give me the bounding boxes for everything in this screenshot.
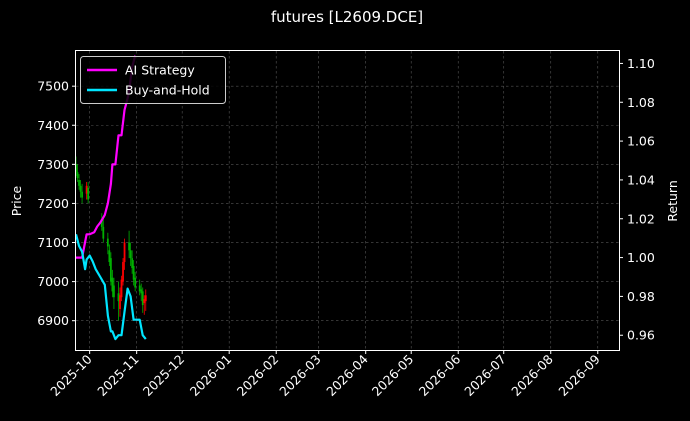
candle-body bbox=[129, 250, 132, 259]
x-tick-label: 2026-06 bbox=[416, 351, 464, 399]
y2-tick-label: 1.06 bbox=[627, 134, 655, 149]
x-tick-label: 2026-02 bbox=[234, 352, 282, 400]
candle-body bbox=[138, 285, 141, 292]
candle-body bbox=[100, 219, 103, 227]
y-tick-label: 6900 bbox=[37, 313, 69, 328]
candle-body bbox=[85, 185, 88, 194]
candle-body bbox=[122, 262, 124, 282]
x-tick-label: 2025-11 bbox=[94, 352, 142, 400]
legend: AI Strategy Buy-and-Hold bbox=[80, 56, 226, 104]
y-tick-label: 7100 bbox=[37, 235, 69, 250]
candle-body bbox=[117, 293, 120, 302]
candle-body bbox=[78, 179, 80, 186]
y2-tick-label: 1.00 bbox=[627, 250, 655, 265]
candle-body bbox=[120, 279, 123, 298]
y-axis-label: Price bbox=[9, 185, 24, 216]
candle-body bbox=[141, 291, 144, 306]
y2-tick-label: 0.96 bbox=[627, 328, 655, 343]
y2-tick-label: 1.08 bbox=[627, 95, 655, 110]
candle-body bbox=[106, 238, 109, 247]
y-tick-label: 7300 bbox=[37, 157, 69, 172]
candles bbox=[75, 156, 147, 321]
candle-body bbox=[113, 285, 115, 298]
candle-body bbox=[87, 187, 90, 200]
y2-axis-label: Return bbox=[665, 180, 680, 221]
plot-frame bbox=[75, 50, 620, 351]
candle-body bbox=[81, 191, 83, 198]
y-tick-label: 7500 bbox=[37, 79, 69, 94]
legend-box bbox=[80, 56, 226, 104]
x-tick-label: 2026-09 bbox=[555, 351, 603, 399]
candle-body bbox=[76, 172, 79, 179]
candle-body bbox=[144, 295, 147, 302]
x-tick-label: 2026-04 bbox=[323, 351, 371, 399]
y-tick-label: 7200 bbox=[37, 196, 69, 211]
candle-body bbox=[131, 258, 134, 268]
y2-tick-label: 1.04 bbox=[627, 172, 655, 187]
candle-body bbox=[119, 295, 121, 309]
y-axis-right: 0.96 0.98 1.00 1.02 1.04 1.06 1.08 1.10 bbox=[619, 56, 655, 343]
candle-body bbox=[132, 265, 135, 280]
y2-tick-label: 0.98 bbox=[627, 289, 655, 304]
candle-body bbox=[102, 226, 105, 239]
candle-body bbox=[111, 277, 114, 292]
candle-body bbox=[134, 277, 137, 288]
legend-label-ai-strategy: AI Strategy bbox=[125, 63, 195, 78]
y-tick-label: 7000 bbox=[37, 274, 69, 289]
chart-title: futures [L2609.DCE] bbox=[271, 8, 423, 26]
candle-body bbox=[109, 258, 112, 282]
candle-body bbox=[128, 242, 130, 251]
candle-body bbox=[123, 242, 126, 263]
legend-label-buy-and-hold: Buy-and-Hold bbox=[125, 83, 210, 98]
y2-tick-label: 1.10 bbox=[627, 56, 655, 71]
x-tick-label: 2026-07 bbox=[461, 352, 509, 400]
series-line-buy-and-hold bbox=[74, 234, 147, 341]
candle-body bbox=[108, 250, 111, 263]
candle-body bbox=[143, 299, 146, 304]
x-tick-label: 2026-03 bbox=[276, 352, 324, 400]
y-axis-left: 6900 7000 7100 7200 7300 7400 7500 bbox=[37, 79, 76, 328]
candle-body bbox=[79, 185, 82, 192]
x-tick-label: 2025-12 bbox=[140, 352, 188, 400]
x-tick-label: 2026-01 bbox=[187, 352, 235, 400]
y2-tick-label: 1.02 bbox=[627, 211, 655, 226]
candle-body bbox=[140, 289, 143, 294]
x-tick-label: 2026-05 bbox=[369, 352, 417, 400]
x-tick-label: 2026-08 bbox=[508, 351, 556, 399]
y-tick-label: 7400 bbox=[37, 118, 69, 133]
x-tick-label: 2025-10 bbox=[47, 351, 95, 399]
